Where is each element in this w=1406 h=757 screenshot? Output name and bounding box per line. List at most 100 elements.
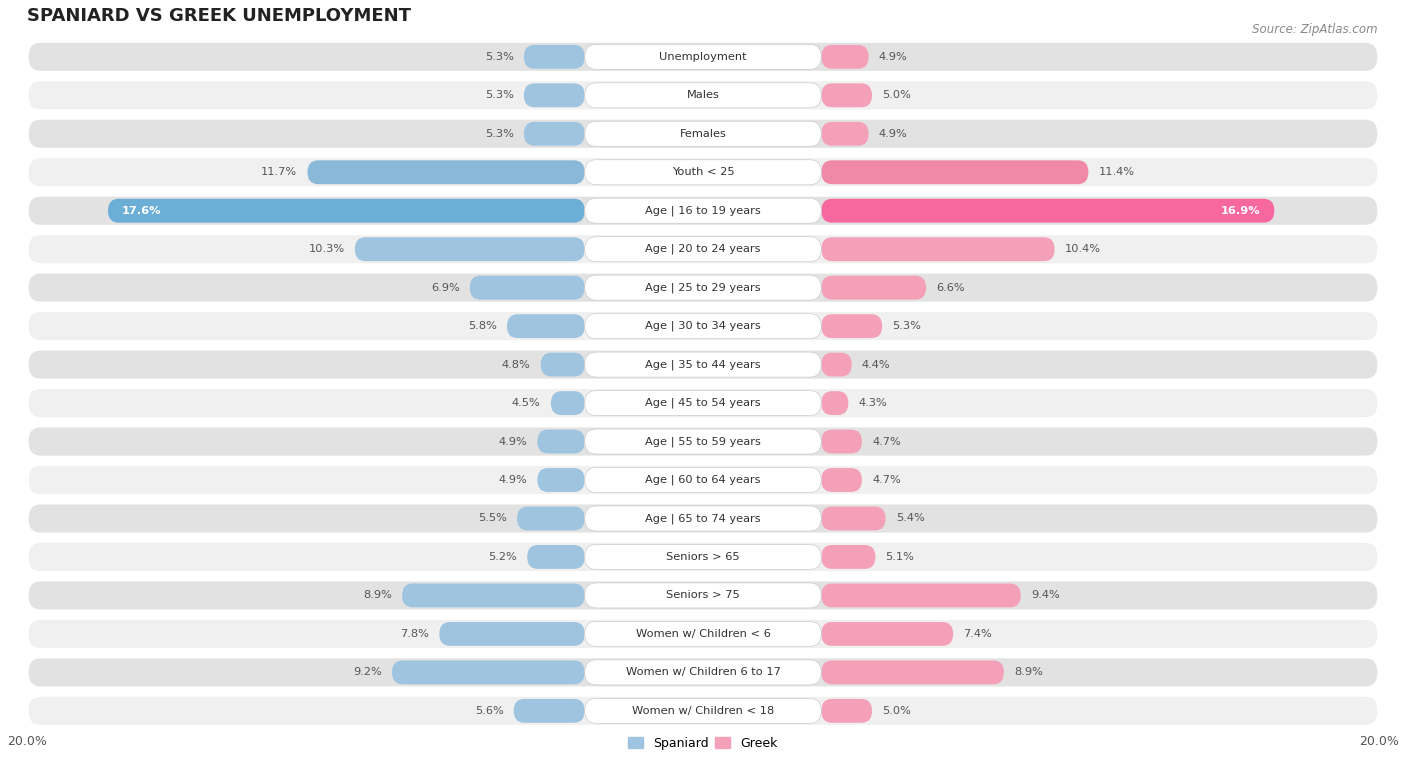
FancyBboxPatch shape: [402, 584, 585, 607]
FancyBboxPatch shape: [27, 541, 1379, 573]
FancyBboxPatch shape: [585, 83, 821, 107]
Text: 7.4%: 7.4%: [963, 629, 993, 639]
Text: Women w/ Children 6 to 17: Women w/ Children 6 to 17: [626, 668, 780, 678]
Text: Age | 25 to 29 years: Age | 25 to 29 years: [645, 282, 761, 293]
Text: 11.7%: 11.7%: [262, 167, 297, 177]
Text: 17.6%: 17.6%: [121, 206, 162, 216]
Text: 6.6%: 6.6%: [936, 282, 965, 293]
Text: 8.9%: 8.9%: [363, 590, 392, 600]
Text: Age | 20 to 24 years: Age | 20 to 24 years: [645, 244, 761, 254]
Text: Women w/ Children < 18: Women w/ Children < 18: [631, 706, 775, 716]
Text: Age | 65 to 74 years: Age | 65 to 74 years: [645, 513, 761, 524]
FancyBboxPatch shape: [27, 618, 1379, 650]
FancyBboxPatch shape: [27, 349, 1379, 380]
FancyBboxPatch shape: [821, 353, 852, 376]
Text: Age | 16 to 19 years: Age | 16 to 19 years: [645, 205, 761, 216]
FancyBboxPatch shape: [541, 353, 585, 376]
FancyBboxPatch shape: [27, 195, 1379, 226]
Text: Age | 30 to 34 years: Age | 30 to 34 years: [645, 321, 761, 332]
FancyBboxPatch shape: [354, 237, 585, 261]
FancyBboxPatch shape: [821, 314, 882, 338]
FancyBboxPatch shape: [585, 698, 821, 724]
FancyBboxPatch shape: [27, 41, 1379, 73]
Text: 4.9%: 4.9%: [499, 437, 527, 447]
Text: 5.1%: 5.1%: [886, 552, 914, 562]
Text: 5.4%: 5.4%: [896, 513, 924, 524]
FancyBboxPatch shape: [27, 310, 1379, 342]
FancyBboxPatch shape: [513, 699, 585, 723]
FancyBboxPatch shape: [585, 198, 821, 223]
FancyBboxPatch shape: [585, 313, 821, 338]
FancyBboxPatch shape: [821, 622, 953, 646]
FancyBboxPatch shape: [27, 272, 1379, 304]
Text: 4.8%: 4.8%: [502, 360, 530, 369]
FancyBboxPatch shape: [470, 276, 585, 300]
FancyBboxPatch shape: [585, 160, 821, 185]
Text: 9.4%: 9.4%: [1031, 590, 1060, 600]
FancyBboxPatch shape: [821, 699, 872, 723]
Text: 4.9%: 4.9%: [499, 475, 527, 485]
Text: 10.4%: 10.4%: [1064, 245, 1101, 254]
FancyBboxPatch shape: [27, 388, 1379, 419]
Text: 5.0%: 5.0%: [882, 706, 911, 716]
Text: 4.4%: 4.4%: [862, 360, 890, 369]
Text: Women w/ Children < 6: Women w/ Children < 6: [636, 629, 770, 639]
Text: 5.3%: 5.3%: [485, 90, 513, 101]
Text: Unemployment: Unemployment: [659, 51, 747, 62]
Text: Youth < 25: Youth < 25: [672, 167, 734, 177]
FancyBboxPatch shape: [517, 506, 585, 531]
Text: 5.5%: 5.5%: [478, 513, 508, 524]
FancyBboxPatch shape: [537, 430, 585, 453]
FancyBboxPatch shape: [585, 237, 821, 262]
FancyBboxPatch shape: [524, 45, 585, 69]
Text: Source: ZipAtlas.com: Source: ZipAtlas.com: [1253, 23, 1378, 36]
FancyBboxPatch shape: [585, 583, 821, 608]
FancyBboxPatch shape: [585, 506, 821, 531]
FancyBboxPatch shape: [585, 468, 821, 493]
FancyBboxPatch shape: [821, 45, 869, 69]
FancyBboxPatch shape: [821, 391, 848, 415]
Text: Age | 45 to 54 years: Age | 45 to 54 years: [645, 398, 761, 408]
Text: 5.3%: 5.3%: [893, 321, 921, 331]
FancyBboxPatch shape: [821, 468, 862, 492]
Text: 5.0%: 5.0%: [882, 90, 911, 101]
Text: 5.6%: 5.6%: [475, 706, 503, 716]
Text: Age | 35 to 44 years: Age | 35 to 44 years: [645, 360, 761, 370]
FancyBboxPatch shape: [308, 160, 585, 184]
FancyBboxPatch shape: [439, 622, 585, 646]
FancyBboxPatch shape: [508, 314, 585, 338]
FancyBboxPatch shape: [821, 660, 1004, 684]
Text: 4.3%: 4.3%: [859, 398, 887, 408]
Text: 9.2%: 9.2%: [353, 668, 382, 678]
FancyBboxPatch shape: [27, 464, 1379, 496]
FancyBboxPatch shape: [27, 425, 1379, 457]
FancyBboxPatch shape: [27, 79, 1379, 111]
FancyBboxPatch shape: [527, 545, 585, 569]
Text: 4.7%: 4.7%: [872, 475, 901, 485]
FancyBboxPatch shape: [27, 580, 1379, 611]
FancyBboxPatch shape: [524, 122, 585, 145]
Text: Age | 55 to 59 years: Age | 55 to 59 years: [645, 436, 761, 447]
Text: 5.2%: 5.2%: [488, 552, 517, 562]
FancyBboxPatch shape: [585, 45, 821, 70]
Text: 6.9%: 6.9%: [430, 282, 460, 293]
Text: 4.9%: 4.9%: [879, 51, 907, 62]
Text: 5.3%: 5.3%: [485, 129, 513, 139]
FancyBboxPatch shape: [524, 83, 585, 107]
FancyBboxPatch shape: [821, 506, 886, 531]
Text: SPANIARD VS GREEK UNEMPLOYMENT: SPANIARD VS GREEK UNEMPLOYMENT: [27, 7, 411, 25]
FancyBboxPatch shape: [821, 276, 927, 300]
FancyBboxPatch shape: [821, 584, 1021, 607]
Legend: Spaniard, Greek: Spaniard, Greek: [623, 732, 783, 755]
FancyBboxPatch shape: [821, 83, 872, 107]
FancyBboxPatch shape: [537, 468, 585, 492]
Text: 7.8%: 7.8%: [401, 629, 429, 639]
FancyBboxPatch shape: [585, 544, 821, 569]
Text: 11.4%: 11.4%: [1098, 167, 1135, 177]
FancyBboxPatch shape: [585, 121, 821, 146]
FancyBboxPatch shape: [27, 503, 1379, 534]
FancyBboxPatch shape: [27, 118, 1379, 150]
FancyBboxPatch shape: [27, 157, 1379, 188]
Text: 10.3%: 10.3%: [308, 245, 344, 254]
FancyBboxPatch shape: [585, 660, 821, 685]
